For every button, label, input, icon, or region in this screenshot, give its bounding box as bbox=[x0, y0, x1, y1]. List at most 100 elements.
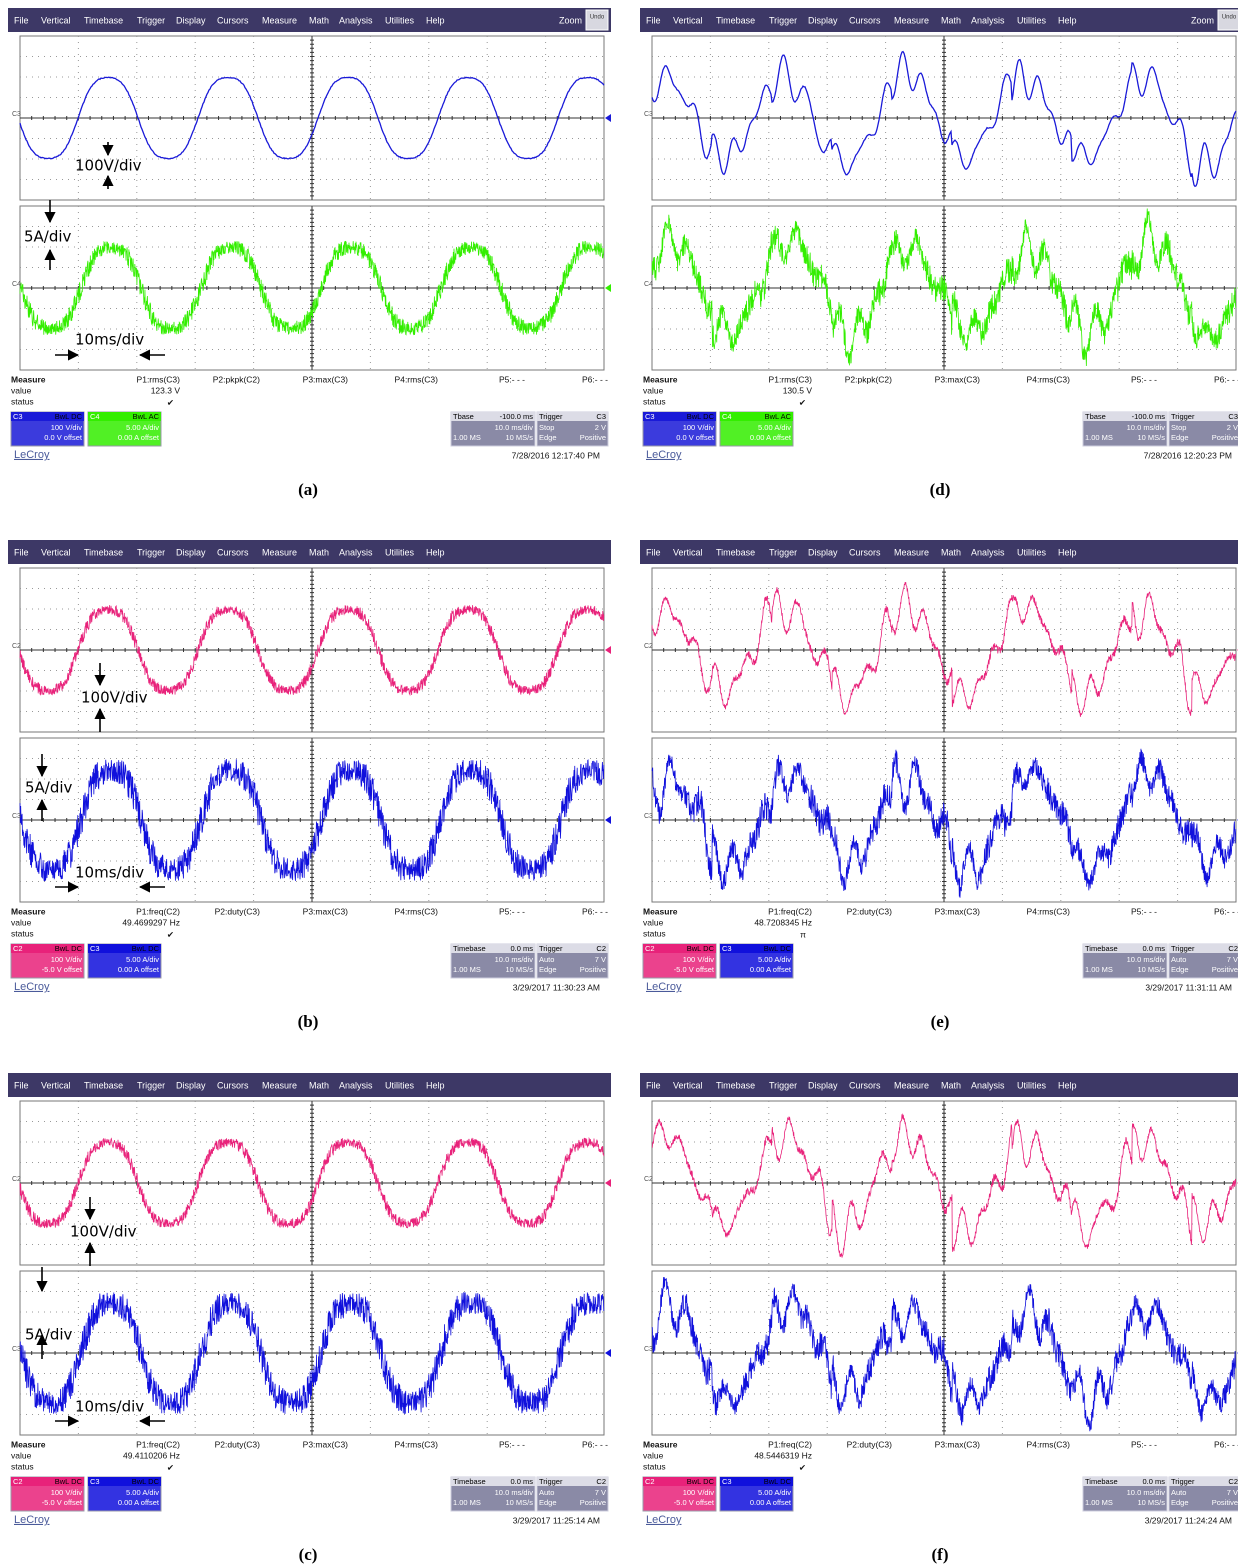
menu-item[interactable]: Display bbox=[808, 1080, 838, 1090]
zoom-button[interactable]: Zoom bbox=[1191, 15, 1214, 25]
menu-item[interactable]: Trigger bbox=[137, 1080, 165, 1090]
menu-item[interactable]: Math bbox=[309, 1080, 329, 1090]
menu-item[interactable]: Utilities bbox=[1017, 547, 1047, 557]
menu-item[interactable]: Vertical bbox=[673, 15, 703, 25]
measure-param[interactable]: P2:duty(C3) bbox=[215, 906, 261, 916]
menu-item[interactable]: Trigger bbox=[769, 547, 797, 557]
menu-item[interactable]: Vertical bbox=[673, 1080, 703, 1090]
measure-param[interactable]: P2:pkpk(C2) bbox=[213, 374, 260, 384]
menu-item[interactable]: Math bbox=[309, 547, 329, 557]
menu-item[interactable]: Measure bbox=[262, 15, 297, 25]
menu-item[interactable]: Utilities bbox=[385, 1080, 415, 1090]
menu-item[interactable]: Measure bbox=[894, 547, 929, 557]
menu-item[interactable]: Analysis bbox=[339, 15, 373, 25]
measure-param[interactable]: P1:rms(C3) bbox=[137, 374, 181, 384]
menu-item[interactable]: Analysis bbox=[339, 1080, 373, 1090]
menu-item[interactable]: Analysis bbox=[971, 547, 1005, 557]
menu-item[interactable]: File bbox=[14, 1080, 29, 1090]
menu-item[interactable]: Help bbox=[1058, 1080, 1077, 1090]
measure-param[interactable]: P5:- - - bbox=[1131, 374, 1157, 384]
menu-item[interactable]: Math bbox=[941, 547, 961, 557]
menu-item[interactable]: Cursors bbox=[849, 547, 881, 557]
menu-item[interactable]: Help bbox=[426, 1080, 445, 1090]
menu-item[interactable]: Measure bbox=[262, 547, 297, 557]
menu-item[interactable]: Trigger bbox=[137, 547, 165, 557]
menu-item[interactable]: Measure bbox=[894, 15, 929, 25]
menu-item[interactable]: Help bbox=[1058, 15, 1077, 25]
menu-item[interactable]: Math bbox=[309, 15, 329, 25]
measure-param[interactable]: P3:max(C3) bbox=[935, 906, 981, 916]
menu-item[interactable]: Display bbox=[176, 1080, 206, 1090]
menu-item[interactable]: Math bbox=[941, 15, 961, 25]
menu-item[interactable]: Analysis bbox=[971, 1080, 1005, 1090]
measure-param[interactable]: P2:duty(C3) bbox=[847, 1439, 893, 1449]
measure-param[interactable]: P2:duty(C3) bbox=[847, 906, 893, 916]
menu-item[interactable]: Analysis bbox=[971, 15, 1005, 25]
menu-item[interactable]: Utilities bbox=[385, 15, 415, 25]
measure-param[interactable]: P6:- - - bbox=[582, 906, 608, 916]
undo-button[interactable]: Undo bbox=[590, 15, 605, 21]
menu-item[interactable]: Utilities bbox=[1017, 15, 1047, 25]
measure-param[interactable]: P5:- - - bbox=[499, 374, 525, 384]
menu-item[interactable]: Timebase bbox=[716, 1080, 755, 1090]
menu-item[interactable]: Analysis bbox=[339, 547, 373, 557]
measure-param[interactable]: P1:freq(C2) bbox=[768, 1439, 812, 1449]
menu-item[interactable]: Utilities bbox=[385, 547, 415, 557]
measure-param[interactable]: P3:max(C3) bbox=[935, 374, 981, 384]
menu-item[interactable]: Measure bbox=[262, 1080, 297, 1090]
menu-item[interactable]: Cursors bbox=[217, 15, 249, 25]
menu-item[interactable]: Math bbox=[941, 1080, 961, 1090]
measure-param[interactable]: P6:- - - bbox=[1214, 1439, 1238, 1449]
measure-param[interactable]: P4:rms(C3) bbox=[1027, 1439, 1071, 1449]
menu-item[interactable]: Cursors bbox=[217, 1080, 249, 1090]
menu-item[interactable]: Help bbox=[426, 547, 445, 557]
menu-item[interactable]: Timebase bbox=[84, 15, 123, 25]
measure-param[interactable]: P4:rms(C3) bbox=[1027, 906, 1071, 916]
menu-item[interactable]: Cursors bbox=[849, 15, 881, 25]
measure-param[interactable]: P3:max(C3) bbox=[935, 1439, 981, 1449]
menu-item[interactable]: Vertical bbox=[673, 547, 703, 557]
measure-param[interactable]: P3:max(C3) bbox=[303, 1439, 349, 1449]
measure-param[interactable]: P1:rms(C3) bbox=[769, 374, 813, 384]
measure-param[interactable]: P3:max(C3) bbox=[303, 374, 349, 384]
measure-param[interactable]: P2:duty(C3) bbox=[215, 1439, 261, 1449]
measure-param[interactable]: P6:- - - bbox=[582, 374, 608, 384]
menu-item[interactable]: Vertical bbox=[41, 15, 71, 25]
menu-item[interactable]: Help bbox=[426, 15, 445, 25]
menu-item[interactable]: File bbox=[646, 15, 661, 25]
menu-item[interactable]: Display bbox=[808, 547, 838, 557]
menu-item[interactable]: Help bbox=[1058, 547, 1077, 557]
measure-param[interactable]: P2:pkpk(C2) bbox=[845, 374, 892, 384]
menu-item[interactable]: Timebase bbox=[716, 547, 755, 557]
measure-param[interactable]: P5:- - - bbox=[1131, 1439, 1157, 1449]
zoom-button[interactable]: Zoom bbox=[559, 15, 582, 25]
measure-param[interactable]: P3:max(C3) bbox=[303, 906, 349, 916]
measure-param[interactable]: P5:- - - bbox=[499, 906, 525, 916]
measure-param[interactable]: P1:freq(C2) bbox=[768, 906, 812, 916]
menu-item[interactable]: File bbox=[14, 547, 29, 557]
menu-item[interactable]: Timebase bbox=[84, 1080, 123, 1090]
measure-param[interactable]: P1:freq(C2) bbox=[136, 1439, 180, 1449]
menu-item[interactable]: Cursors bbox=[849, 1080, 881, 1090]
menu-item[interactable]: Utilities bbox=[1017, 1080, 1047, 1090]
measure-param[interactable]: P6:- - - bbox=[1214, 374, 1238, 384]
